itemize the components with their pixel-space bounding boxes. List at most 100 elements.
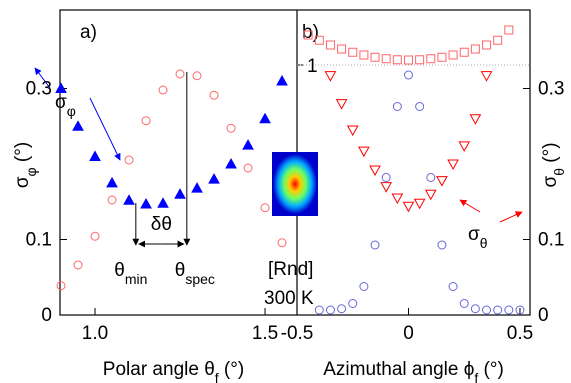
marker xyxy=(459,47,469,57)
marker xyxy=(370,240,380,250)
annotation-part: θ xyxy=(480,235,488,251)
marker xyxy=(140,197,152,209)
marker xyxy=(437,240,447,250)
y-axis-label: σθ (°) xyxy=(540,142,567,187)
marker xyxy=(436,176,448,187)
marker xyxy=(370,52,380,62)
marker xyxy=(226,123,236,133)
y-tick-label: 0.1 xyxy=(26,230,52,251)
annotation-part: θ xyxy=(175,260,186,281)
annotation-part: spec xyxy=(185,271,215,287)
marker xyxy=(470,44,480,54)
marker xyxy=(391,193,404,205)
marker xyxy=(403,55,413,65)
frame xyxy=(59,9,531,316)
marker xyxy=(106,176,118,188)
marker xyxy=(90,231,100,241)
marker xyxy=(437,52,447,62)
y-axis-label: σφ (°) xyxy=(12,142,39,188)
annotation-part: φ xyxy=(67,103,76,119)
marker xyxy=(242,139,254,150)
annotation: θmin xyxy=(114,260,147,287)
annotation: [Rnd] xyxy=(268,259,313,280)
annotation-part: θ xyxy=(114,260,125,281)
y-tick-label: 0.1 xyxy=(538,230,564,251)
marker xyxy=(459,299,469,308)
marker xyxy=(469,114,482,125)
y-tick-label: 0.3 xyxy=(26,79,52,100)
annotation-part: σ xyxy=(55,92,67,113)
marker xyxy=(348,299,358,308)
marker xyxy=(277,238,287,248)
marker xyxy=(158,85,168,95)
marker xyxy=(276,74,288,86)
marker xyxy=(493,305,503,315)
marker xyxy=(175,69,185,79)
marker xyxy=(314,305,324,315)
marker xyxy=(225,157,237,169)
y-tick-label: 0.3 xyxy=(538,79,564,100)
marker xyxy=(403,70,413,80)
marker xyxy=(482,305,492,315)
marker xyxy=(209,90,219,100)
marker xyxy=(402,201,415,213)
marker xyxy=(369,165,381,177)
marker xyxy=(392,55,402,65)
marker xyxy=(124,155,134,165)
x-axis-label-part: f xyxy=(215,370,219,383)
marker xyxy=(72,120,84,131)
marker xyxy=(55,82,67,94)
y-axis-label-part: σ xyxy=(12,176,33,188)
annotation-part: σ xyxy=(468,224,480,245)
x-tick-label: -0.5 xyxy=(281,323,314,344)
annotation-part: min xyxy=(125,271,148,287)
marker xyxy=(448,282,458,291)
marker xyxy=(448,50,458,60)
inset-spot xyxy=(273,154,317,214)
marker xyxy=(107,195,117,205)
x-tick-label: 1.0 xyxy=(82,323,108,344)
y-tick-label: 0 xyxy=(538,305,549,326)
y-axis-label-part: (°) xyxy=(540,142,561,168)
y-axis-label-part: φ xyxy=(23,167,39,176)
marker xyxy=(192,71,202,81)
arrow xyxy=(89,97,121,161)
marker xyxy=(157,197,169,208)
annotation: θspec xyxy=(175,260,215,287)
marker xyxy=(515,305,525,315)
marker xyxy=(259,112,271,124)
marker xyxy=(337,44,347,54)
marker xyxy=(303,30,313,40)
marker xyxy=(415,102,425,111)
x-axis-label-part: f xyxy=(474,370,478,383)
marker xyxy=(470,304,480,314)
marker xyxy=(335,99,348,110)
marker xyxy=(482,40,492,50)
annotation: δθ xyxy=(151,214,172,235)
marker xyxy=(73,260,83,270)
marker xyxy=(56,281,66,291)
marker xyxy=(346,125,359,137)
marker xyxy=(493,35,503,45)
x-axis-label: Azimuthal angle ϕf (°) xyxy=(323,359,504,383)
marker xyxy=(358,146,370,158)
x-tick-label: 1.5 xyxy=(252,323,278,344)
x-tick-label: 0.5 xyxy=(507,323,533,344)
arrow xyxy=(34,67,51,89)
y2-tick-label: 1 xyxy=(307,56,318,77)
marker xyxy=(426,54,436,64)
arrow xyxy=(499,211,523,223)
marker xyxy=(381,54,391,64)
annotation: 300 K xyxy=(264,288,314,309)
marker xyxy=(325,40,335,50)
x-axis-label: Polar angle θf (°) xyxy=(103,359,244,383)
y-axis-label-part: (°) xyxy=(12,142,33,168)
marker xyxy=(504,305,514,315)
marker xyxy=(380,182,393,193)
panel-label: a) xyxy=(80,22,97,43)
marker xyxy=(208,173,220,184)
marker xyxy=(191,182,203,193)
marker xyxy=(413,198,426,210)
marker xyxy=(381,173,391,182)
